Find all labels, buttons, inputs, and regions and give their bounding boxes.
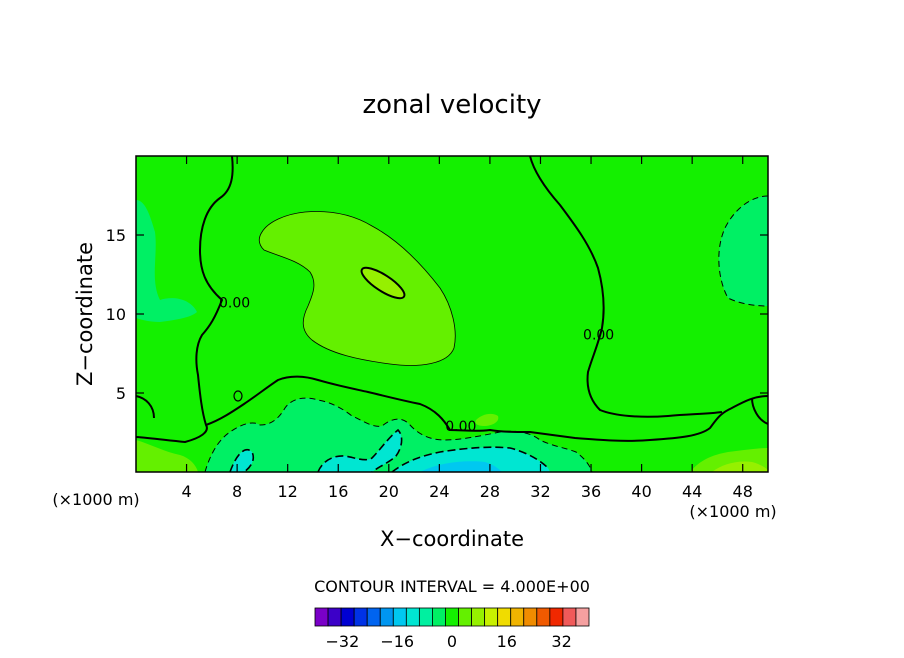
x-tick-label: 16 [328, 482, 348, 501]
colorbar-swatch [562, 607, 577, 627]
x-tick-label: 8 [232, 482, 242, 501]
region-plus4-bottom-left [136, 440, 198, 472]
colorbar-swatch [392, 607, 407, 627]
colorbar-swatch [536, 607, 551, 627]
contour-zero-bottom [205, 375, 769, 442]
x-tick-label: 24 [429, 482, 449, 501]
region-minus8-c [392, 447, 550, 472]
colorbar-swatch [418, 607, 433, 627]
region-minus8-a [230, 449, 254, 472]
region-plus4-upper [259, 211, 456, 366]
contour-zero-bottom-left [135, 395, 155, 419]
x-unit-right: (×1000 m) [689, 502, 776, 521]
contour-label: 0.00 [219, 296, 250, 312]
colorbar-swatch [523, 607, 538, 627]
y-tick-label: 10 [106, 305, 126, 324]
region-plus8-bottom-right [712, 461, 768, 472]
colorbar-swatch [405, 607, 420, 627]
colorbar-tick-label: −32 [326, 632, 360, 651]
colorbar-swatch [497, 607, 512, 627]
colorbar-swatch [353, 607, 368, 627]
colorbar-swatch [314, 607, 329, 627]
x-tick-label: 4 [181, 482, 191, 501]
colorbar-tick-label: −16 [380, 632, 414, 651]
contour-label: 0.00 [445, 419, 476, 435]
colorbar-tick-label: 0 [447, 632, 457, 651]
x-tick-label: 32 [530, 482, 550, 501]
region-minus4-left [136, 200, 197, 322]
colorbar-tick-label: 32 [551, 632, 571, 651]
chart-title: zonal velocity [362, 90, 541, 120]
colorbar [314, 607, 590, 627]
plot-area: 0.00 0.00 0.00 [135, 155, 769, 473]
colorbar-swatch [327, 607, 342, 627]
colorbar-swatch [458, 607, 472, 627]
colorbar-swatch [471, 607, 486, 627]
region-plus4-small [475, 413, 499, 426]
x-tick-label: 20 [379, 482, 399, 501]
colorbar-swatch [432, 607, 446, 627]
contour-minus8-dashed [229, 428, 549, 473]
contour-label: 0.00 [583, 327, 614, 343]
x-tick-label: 12 [278, 482, 298, 501]
region-minus4-right [718, 196, 768, 306]
colorbar-ticks: −32 −16 0 16 32 [326, 632, 572, 651]
x-axis-label: X−coordinate [380, 527, 524, 551]
contour-minus4-dashed-b [718, 195, 769, 307]
x-tick-label: 44 [682, 482, 702, 501]
region-minus12 [420, 461, 502, 472]
colorbar-swatch [379, 607, 394, 627]
colorbar-swatch [366, 607, 381, 627]
contour-zero-left [135, 155, 234, 444]
y-axis-ticks: 5 10 15 [106, 226, 768, 403]
contour-plus4-line [258, 211, 456, 366]
y-tick-label: 5 [116, 384, 126, 403]
x-tick-label: 48 [733, 482, 753, 501]
colorbar-swatch [445, 607, 459, 627]
contour-plus8-ellipse [360, 266, 406, 300]
y-axis-label: Z−coordinate [73, 242, 97, 386]
contour-zero-bottom-right [751, 397, 769, 425]
x-tick-label: 28 [480, 482, 500, 501]
contour-minus4-dashed-a [204, 397, 593, 473]
colorbar-swatch [575, 607, 590, 627]
x-tick-label: 36 [581, 482, 601, 501]
contour-labels: 0.00 0.00 0.00 [219, 296, 614, 435]
contour-interval-label: CONTOUR INTERVAL = 4.000E+00 [314, 577, 590, 596]
x-axis-ticks: 4 8 12 16 20 24 28 32 36 40 44 48 [181, 156, 753, 501]
region-minus8-b [318, 430, 402, 472]
colorbar-swatch [484, 607, 499, 627]
colorbar-swatch [510, 607, 525, 627]
x-tick-label: 40 [631, 482, 651, 501]
colorbar-swatch [549, 607, 564, 627]
y-tick-label: 15 [106, 226, 126, 245]
contour-zero-right [529, 155, 723, 418]
contour-small-circle [233, 390, 243, 402]
colorbar-tick-label: 16 [497, 632, 517, 651]
x-unit-left: (×1000 m) [52, 490, 139, 509]
colorbar-swatch [340, 607, 355, 627]
